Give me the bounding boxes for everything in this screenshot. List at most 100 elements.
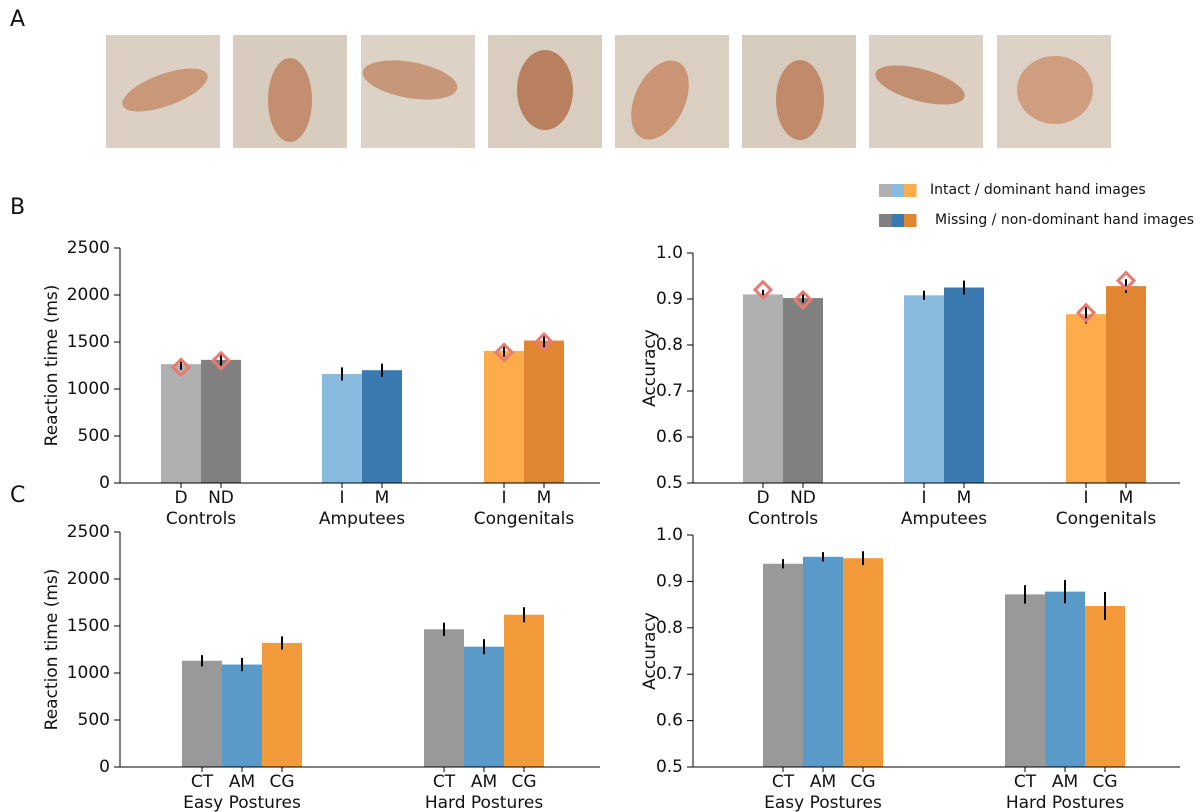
photo — [869, 35, 983, 148]
y-tick-label: 1.0 — [656, 243, 683, 263]
bar — [803, 557, 843, 767]
y-tick-label: 2000 — [67, 569, 110, 589]
x-tick-label: D — [174, 488, 187, 508]
x-tick-label: CG — [511, 772, 536, 792]
group-label: Congenitals — [474, 509, 575, 529]
y-tick-label: 0.8 — [656, 618, 683, 638]
y-axis-label: Reaction time (ms) — [42, 569, 62, 731]
x-tick-label: CT — [772, 772, 795, 792]
legend-swatch — [904, 184, 917, 197]
x-tick-label: CG — [269, 772, 294, 792]
bar — [524, 341, 564, 483]
legend-swatch — [892, 214, 905, 227]
bar — [424, 629, 464, 767]
group-label: Controls — [166, 509, 236, 529]
bar — [362, 370, 402, 483]
group-label: Hard Postures — [1006, 793, 1125, 812]
bar — [182, 661, 222, 767]
x-tick-label: CG — [1092, 772, 1117, 792]
y-tick-label: 500 — [78, 426, 110, 446]
x-tick-label: ND — [790, 488, 816, 508]
bar — [763, 564, 803, 767]
x-tick-label: I — [339, 488, 344, 508]
y-tick-label: 0.8 — [656, 335, 683, 355]
group-label: Easy Postures — [183, 793, 301, 812]
photo — [233, 35, 347, 148]
group-label: Controls — [748, 509, 818, 529]
y-tick-label: 1.0 — [656, 525, 683, 545]
y-tick-label: 1000 — [67, 379, 110, 399]
y-tick-label: 0.7 — [656, 664, 683, 684]
photo — [360, 35, 475, 148]
x-tick-label: I — [1083, 488, 1088, 508]
legend-swatch — [879, 184, 892, 197]
y-tick-label: 2500 — [67, 238, 110, 258]
photo — [106, 35, 220, 148]
y-tick-label: 1500 — [67, 616, 110, 636]
y-tick-label: 0.7 — [656, 381, 683, 401]
group-label: Amputees — [319, 509, 405, 529]
x-tick-label: ND — [208, 488, 234, 508]
x-tick-label: CG — [850, 772, 875, 792]
bar — [944, 288, 984, 484]
bar — [504, 615, 544, 767]
photo — [615, 35, 729, 149]
bar — [484, 351, 524, 483]
y-tick-label: 0.9 — [656, 289, 683, 309]
group-label: Congenitals — [1056, 509, 1157, 529]
photo — [742, 35, 856, 148]
x-tick-label: CT — [1014, 772, 1037, 792]
bar — [843, 558, 883, 767]
photo — [997, 35, 1111, 148]
bar — [1066, 314, 1106, 483]
y-tick-label: 2000 — [67, 285, 110, 305]
y-tick-label: 1000 — [67, 663, 110, 683]
x-tick-label: AM — [229, 772, 255, 792]
group-label: Easy Postures — [764, 793, 882, 812]
panel-label: A — [10, 7, 25, 32]
y-tick-label: 2500 — [67, 522, 110, 542]
group-label: Amputees — [901, 509, 987, 529]
x-tick-label: M — [537, 488, 552, 508]
legend-swatch — [892, 184, 905, 197]
bar — [201, 360, 241, 483]
bar — [783, 298, 823, 483]
y-tick-label: 0 — [99, 473, 110, 493]
bar — [322, 374, 362, 483]
figure: A B C Intact / dominant hand images Miss… — [0, 0, 1202, 812]
photo — [488, 35, 602, 148]
legend-text: Missing / non-dominant hand images — [935, 212, 1194, 228]
y-tick-label: 0 — [99, 757, 110, 777]
bar — [743, 294, 783, 483]
hand-photos — [106, 35, 1111, 149]
x-tick-label: M — [1119, 488, 1134, 508]
bar — [464, 647, 504, 767]
bar — [1106, 286, 1146, 483]
legend-text: Intact / dominant hand images — [930, 182, 1146, 198]
y-tick-label: 1500 — [67, 332, 110, 352]
x-tick-label: M — [375, 488, 390, 508]
bar — [1085, 606, 1125, 767]
panel-label: C — [10, 483, 25, 508]
x-tick-label: M — [957, 488, 972, 508]
legend-swatch — [879, 214, 892, 227]
y-tick-label: 0.6 — [656, 427, 683, 447]
bar — [904, 295, 944, 483]
y-axis-label: Reaction time (ms) — [42, 285, 62, 447]
bar — [1045, 592, 1085, 767]
y-tick-label: 500 — [78, 710, 110, 730]
x-tick-label: D — [756, 488, 769, 508]
y-tick-label: 0.5 — [656, 757, 683, 777]
y-tick-label: 0.9 — [656, 571, 683, 591]
x-tick-label: CT — [433, 772, 456, 792]
bar — [161, 364, 201, 483]
bar — [1005, 594, 1045, 767]
legend-swatch — [904, 214, 917, 227]
bar — [262, 643, 302, 767]
x-tick-label: AM — [810, 772, 836, 792]
x-tick-label: AM — [471, 772, 497, 792]
x-tick-label: I — [921, 488, 926, 508]
y-tick-label: 0.5 — [656, 473, 683, 493]
group-label: Hard Postures — [425, 793, 544, 812]
x-tick-label: I — [501, 488, 506, 508]
